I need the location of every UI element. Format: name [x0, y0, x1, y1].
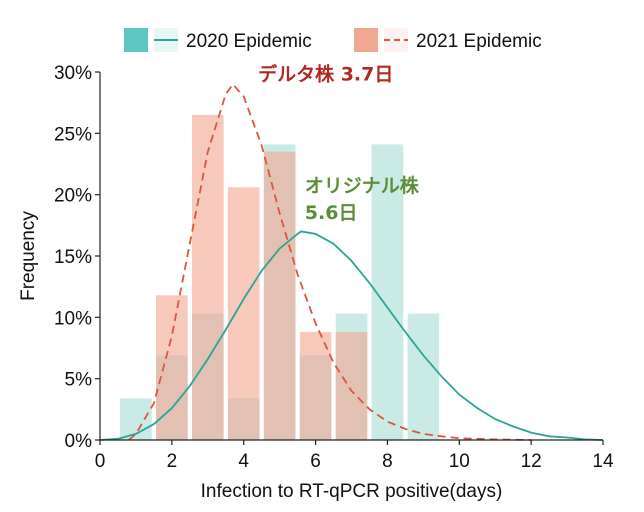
curve-line-1: [128, 82, 532, 441]
curves-layer: [99, 82, 604, 441]
y-tick-label: 10%: [54, 308, 92, 329]
y-tick-label: 5%: [65, 370, 93, 391]
x-tick-label: 8: [382, 451, 393, 472]
legend-item-0: 2020 Epidemic: [124, 28, 312, 52]
bar: [191, 114, 224, 440]
axes-layer: 0 2 4 6 8 10 12 14 0% 5% 10% 15% 20% 25% 30% Infection …: [18, 63, 614, 502]
bar-series-1: [156, 114, 368, 440]
x-axis-label: Infection to RT-qPCR positive(days): [201, 481, 503, 502]
y-tick-label: 20%: [54, 186, 92, 207]
x-tick-label: 14: [592, 451, 614, 472]
y-tick-label: 30%: [54, 63, 92, 84]
legend-label: 2021 Epidemic: [416, 31, 542, 52]
curve-line-0: [99, 230, 604, 441]
bar: [227, 187, 260, 440]
x-tick-label: 12: [521, 451, 542, 472]
x-tick-label: 4: [238, 451, 249, 472]
bar: [407, 313, 440, 440]
bar: [335, 332, 368, 440]
legend-label: 2020 Epidemic: [186, 31, 312, 52]
annotation-label: 5.6日: [305, 202, 358, 224]
y-tick-label: 15%: [54, 247, 92, 268]
bars-layer: [120, 114, 440, 440]
legend-item-1: 2021 Epidemic: [354, 28, 542, 52]
annotation-label: デルタ株 3.7日: [258, 63, 393, 86]
annotation-label: オリジナル株: [305, 174, 420, 197]
y-tick-label: 25%: [54, 124, 92, 145]
bar: [263, 151, 296, 440]
y-axis-label: Frequency: [18, 211, 39, 301]
legend-swatch: [124, 28, 148, 52]
legend-swatch: [354, 28, 378, 52]
x-tick-label: 2: [167, 451, 178, 472]
x-tick-label: 0: [95, 451, 106, 472]
y-tick-label: 0%: [65, 431, 93, 452]
bar: [156, 295, 188, 440]
bar: [299, 332, 332, 440]
legend: 2020 Epidemic 2021 Epidemic: [124, 28, 542, 52]
x-tick-label: 6: [310, 451, 321, 472]
x-tick-label: 10: [449, 451, 470, 472]
